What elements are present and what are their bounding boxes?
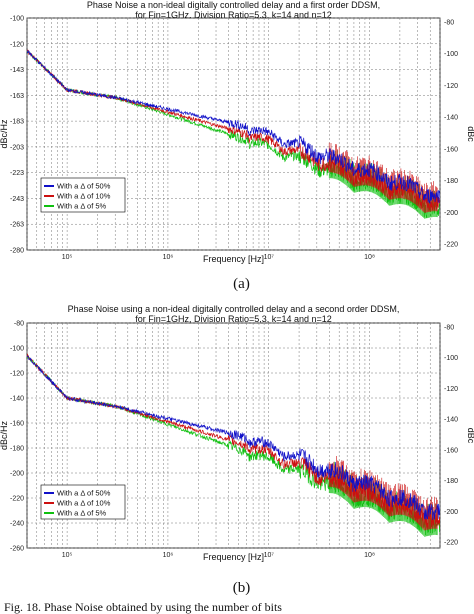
y-tick-label-left: -100 (10, 346, 24, 353)
series-line-0 (27, 49, 440, 205)
chart-title: Phase Noise using a non-ideal digitally … (68, 304, 400, 314)
y-tick-label-left: -200 (10, 471, 24, 478)
grid (26, 17, 441, 251)
y-tick-label-left: -220 (10, 496, 24, 503)
chart-panel-a: Phase Noise a non-ideal digitally contro… (0, 0, 474, 292)
y-tick-label-left: -160 (10, 421, 24, 428)
x-tick-label: 10⁶ (163, 254, 174, 261)
y-tick-label-right: -220 (444, 540, 458, 547)
legend-entry: With a Δ of 5% (57, 202, 107, 211)
chart-subtitle: for Fin=1GHz, Division Ratio=5,3, k=14 a… (135, 314, 332, 324)
y-tick-label-right: -180 (444, 178, 458, 185)
panel-label: (b) (233, 580, 251, 596)
y-tick-label-left: -180 (10, 446, 24, 453)
y-tick-label-right: -140 (444, 115, 458, 122)
y-tick-label-left: -243 (10, 196, 24, 203)
legend-entry: With a Δ of 5% (57, 509, 107, 518)
y-axis-label-right: dBc (466, 428, 474, 444)
y-tick-label-right: -120 (444, 83, 458, 90)
legend-entry: With a Δ of 50% (57, 489, 111, 498)
legend: With a Δ of 50%With a Δ of 10%With a Δ o… (40, 177, 126, 213)
y-tick-label-right: -200 (444, 509, 458, 516)
y-tick-label-left: -263 (10, 222, 24, 229)
x-tick-label: 10⁷ (264, 254, 275, 261)
y-tick-label-left: -260 (10, 546, 24, 553)
y-tick-label-left: -223 (10, 170, 24, 177)
y-tick-label-left: -163 (10, 93, 24, 100)
y-axis-label-right: dBc (466, 126, 474, 142)
y-tick-label-right: -200 (444, 210, 458, 217)
y-tick-label-right: -140 (444, 417, 458, 424)
series-group (27, 49, 440, 219)
x-tick-label: 10⁵ (62, 552, 73, 559)
y-tick-label-left: -120 (10, 41, 24, 48)
legend: With a Δ of 50%With a Δ of 10%With a Δ o… (40, 484, 126, 520)
y-tick-label-right: -80 (444, 325, 454, 332)
y-tick-label-left: -280 (10, 248, 24, 255)
y-tick-label-left: -140 (10, 396, 24, 403)
x-axis-label: Frequency [Hz] (203, 254, 264, 264)
legend-entry: With a Δ of 10% (57, 499, 111, 508)
y-tick-label-left: -120 (10, 371, 24, 378)
y-tick-label-left: -80 (14, 321, 24, 328)
chart-title: Phase Noise a non-ideal digitally contro… (87, 0, 380, 10)
y-axis-label-left: dBc/Hz (0, 420, 9, 450)
legend-box (40, 177, 126, 213)
x-axis-label: Frequency [Hz] (203, 552, 264, 562)
y-tick-label-right: -220 (444, 242, 458, 249)
figure-caption: Fig. 18. Phase Noise obtained by using t… (4, 600, 282, 614)
y-tick-label-right: -80 (444, 20, 454, 27)
y-tick-label-left: -203 (10, 144, 24, 151)
y-axis-label-left: dBc/Hz (0, 119, 9, 149)
series-line-2 (27, 50, 440, 219)
legend-box (40, 484, 126, 520)
panel-label: (a) (233, 276, 250, 292)
y-tick-label-left: -143 (10, 67, 24, 74)
y-tick-label-right: -100 (444, 355, 458, 362)
y-tick-label-left: -240 (10, 521, 24, 528)
legend-entry: With a Δ of 50% (57, 182, 111, 191)
series-line-0 (27, 355, 440, 521)
x-tick-label: 10⁶ (163, 552, 174, 559)
y-tick-label-right: -120 (444, 386, 458, 393)
x-tick-label: 10⁷ (264, 552, 275, 559)
x-tick-label: 10⁵ (62, 254, 73, 261)
series-line-1 (27, 353, 440, 529)
series-group (27, 353, 440, 537)
y-tick-label-right: -160 (444, 146, 458, 153)
y-tick-label-right: -160 (444, 447, 458, 454)
y-tick-label-left: -100 (10, 16, 24, 23)
y-tick-label-right: -180 (444, 478, 458, 485)
y-tick-label-left: -183 (10, 119, 24, 126)
y-tick-label-right: -100 (444, 51, 458, 58)
chart-panel-b: Phase Noise using a non-ideal digitally … (0, 304, 474, 596)
chart-subtitle: for Fin=1GHz, Division Ratio=5,3, k=14 a… (135, 10, 332, 20)
x-tick-label: 10⁸ (364, 552, 375, 559)
legend-entry: With a Δ of 10% (57, 192, 111, 201)
x-tick-label: 10⁸ (364, 254, 375, 261)
